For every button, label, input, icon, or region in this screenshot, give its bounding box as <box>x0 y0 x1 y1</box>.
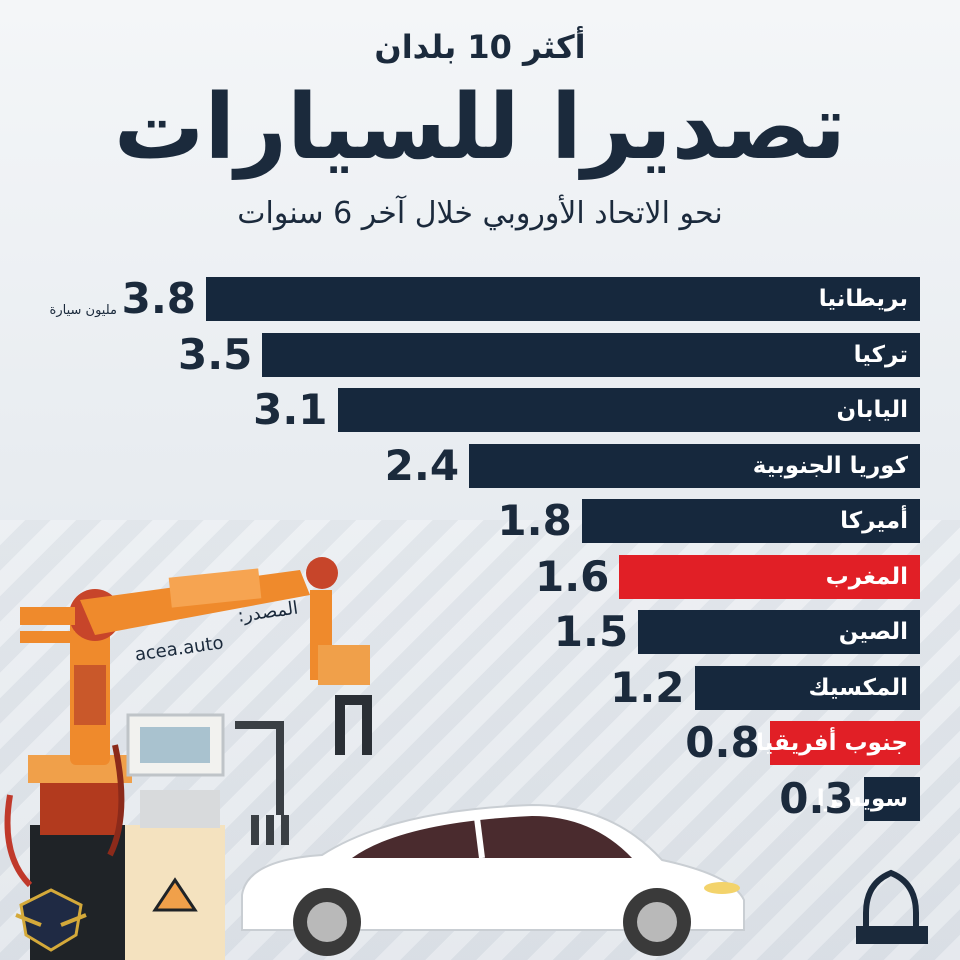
bar-value-label: 3.1 <box>253 385 328 434</box>
unit-label: مليون سيارة <box>49 303 117 318</box>
bar-category-label: أميركا <box>840 508 908 534</box>
bar-category-label: تركيا <box>853 341 908 368</box>
bar-value-label: 3.5 <box>177 329 253 379</box>
bar-category-label: بريطانيا <box>818 286 908 312</box>
bar-category-label: المغرب <box>825 563 908 590</box>
car-illustration <box>241 803 745 956</box>
bar-0 <box>206 277 920 321</box>
brand-logo <box>856 869 928 944</box>
bar-8 <box>769 721 920 765</box>
bar-category-label: جنوب أفريقيا <box>756 730 908 756</box>
page-subtitle: نحو الاتحاد الأوروبي خلال آخر 6 سنوات <box>237 196 723 231</box>
bar-9 <box>863 776 920 821</box>
page-title: تصديرا للسيارات <box>113 75 847 180</box>
bar-value-label: 0.8 <box>685 718 760 767</box>
bar-value-label: 1.2 <box>610 662 685 712</box>
forum-logo <box>15 888 87 952</box>
bar-category-label: كوريا الجنوبية <box>752 452 908 479</box>
bar-3 <box>469 443 920 488</box>
bar-category-label: اليابان <box>836 397 908 423</box>
bar-category-label: المكسيك <box>808 674 908 701</box>
header-kicker: أكثر 10 بلدان <box>374 28 586 66</box>
bar-5 <box>619 554 920 599</box>
bar-4 <box>581 499 920 543</box>
bar-value-label: 1.8 <box>497 496 572 545</box>
bar-category-label: سويسرا <box>816 785 908 812</box>
bar-6 <box>638 610 920 654</box>
bar-value-label: 1.5 <box>553 607 629 656</box>
bar-2 <box>337 388 920 432</box>
bar-chart: بريطانيا 3.8 تركيا 3.5 اليابان 3.1 كوريا الجنو… <box>0 270 960 840</box>
bar-value-label: 3.8 <box>121 274 196 323</box>
bar-value-label: 2.4 <box>384 440 460 490</box>
bar-7 <box>694 665 920 710</box>
bar-1 <box>262 332 920 377</box>
bar-value-label: 1.6 <box>534 551 610 601</box>
bar-value-label: 0.3 <box>779 773 854 823</box>
bar-category-label: الصين <box>838 619 908 645</box>
robot-arm-illustration <box>4 557 372 960</box>
